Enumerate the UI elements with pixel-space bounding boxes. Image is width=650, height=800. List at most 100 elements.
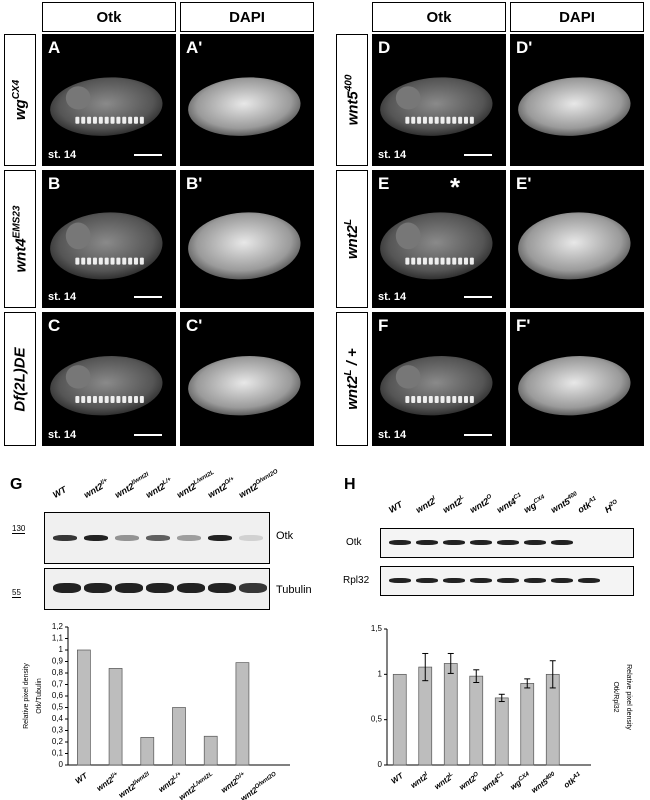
- y-tick-label: 1,1: [52, 634, 64, 643]
- bar: [172, 707, 186, 766]
- panel-label: B': [186, 174, 203, 193]
- dapi-panel-a-prime: A': [180, 34, 314, 166]
- panel-label: F: [378, 316, 389, 335]
- panel-h-letter: H: [344, 476, 356, 493]
- panel-label: E: [378, 174, 390, 193]
- blot-band: [239, 535, 263, 541]
- blot-band: [177, 535, 201, 541]
- lane-label: wnt2I: [414, 495, 437, 515]
- bar: [108, 668, 123, 766]
- marker-130: 130: [12, 524, 26, 534]
- blot-band: [177, 583, 205, 593]
- dapi-panel-e-prime: E': [510, 170, 644, 308]
- blot-g-tubulin: [44, 568, 270, 610]
- y-tick-label: 0,5: [371, 715, 383, 724]
- dapi-panel-d-prime: D': [510, 34, 644, 166]
- blot-band: [208, 535, 232, 541]
- y-tick-label: 1: [59, 645, 64, 654]
- y-axis-label: Relative pixel densityOtk/Rpl32: [612, 664, 632, 730]
- y-tick-label: 0: [378, 760, 383, 769]
- bar: [140, 737, 155, 766]
- blot-band: [84, 583, 112, 593]
- bar: [418, 666, 433, 766]
- blot-band: [53, 583, 81, 593]
- blot-g-otk: [44, 512, 270, 564]
- panel-label: E': [516, 174, 532, 193]
- bar: [235, 662, 250, 766]
- lane-label: H2O: [603, 499, 619, 515]
- y-tick-label: 0,4: [52, 714, 64, 723]
- blot-band: [389, 578, 411, 583]
- blot-band: [551, 540, 573, 545]
- blot-band: [115, 535, 139, 541]
- chart-g: 0 0,1 0,2 0,3 0,4 0,5 0,6 0,7 0,8 0,9 1 1,1 1,2 WT wnt…: [23, 622, 290, 800]
- blot-band: [239, 583, 267, 593]
- panel-label: F': [516, 316, 531, 335]
- y-tick-label: 0,1: [52, 749, 64, 758]
- scale-bar: [134, 154, 162, 156]
- y-axis-label: Relative pixel density Otk/Tubulin: [23, 663, 43, 729]
- header-dapi-right: DAPI: [510, 2, 644, 32]
- scale-bar: [134, 296, 162, 298]
- x-tick-label: WT: [74, 771, 90, 786]
- panel-label: D: [378, 38, 391, 57]
- x-tick-label: wnt2L/+: [157, 771, 185, 794]
- x-tick-label: wnt2O: [457, 771, 481, 792]
- genotype-label: wnt2L: [336, 170, 368, 308]
- blot-g-tubulin-label: Tubulin: [276, 584, 312, 596]
- bar: [494, 697, 509, 766]
- stage-label: st. 14: [378, 149, 407, 161]
- blot-band: [524, 540, 546, 545]
- y-tick-label: 1: [378, 669, 383, 678]
- blot-h-rpl32-label: Rpl32: [343, 575, 370, 586]
- scale-bar: [464, 296, 492, 298]
- panel-label: A': [186, 38, 203, 57]
- x-tick-label: wnt2O/+: [219, 771, 248, 795]
- blot-h-otk-label: Otk: [346, 537, 362, 548]
- panel-label: C: [48, 316, 61, 335]
- x-tick-label: wnt4C1: [481, 771, 508, 794]
- blot-h-rpl32: [380, 566, 634, 596]
- y-tick-label: 0: [59, 760, 64, 769]
- marker-55: 55: [12, 588, 21, 598]
- lane-label: wnt2O/wnt2O: [237, 468, 280, 500]
- asterisk-marker: *: [450, 172, 461, 202]
- y-tick-label: 0,7: [52, 680, 64, 689]
- genotype-label: wnt2L / +: [336, 312, 368, 446]
- chart-h: 00,511,5WT wnt2I wnt2L wnt2Ownt4C1wgCX4wnt5…: [371, 624, 632, 795]
- blot-band: [551, 578, 573, 583]
- y-tick-label: 0,8: [52, 668, 64, 677]
- lane-label: wnt2I/+: [82, 477, 109, 500]
- blot-band: [497, 578, 519, 583]
- lane-label: wnt2O: [468, 493, 493, 515]
- lane-label: wnt2L: [441, 494, 465, 515]
- y-tick-label: 0,3: [52, 726, 64, 735]
- blot-band: [146, 583, 174, 593]
- blot-band: [389, 540, 411, 545]
- header-otk-left: Otk: [42, 2, 176, 32]
- x-tick-label: wnt2I/+: [95, 771, 121, 793]
- stage-label: st. 14: [378, 429, 407, 441]
- lane-label: wnt4C1: [495, 492, 523, 515]
- x-tick-label: otkA1: [562, 771, 584, 790]
- genotype-label: wnt5400: [336, 34, 368, 166]
- header-dapi-left: DAPI: [180, 2, 314, 32]
- blot-band: [53, 535, 77, 541]
- blot-g-otk-label: Otk: [276, 530, 294, 542]
- blot-band: [84, 535, 108, 541]
- y-tick-label: 1,5: [371, 624, 383, 633]
- header-otk-right: Otk: [372, 2, 506, 32]
- bar: [203, 735, 218, 766]
- panel-label: D': [516, 38, 533, 57]
- blot-h-otk: [380, 528, 634, 558]
- bar: [443, 663, 458, 766]
- lane-label: WT: [51, 484, 69, 500]
- blot-band: [470, 578, 492, 583]
- dapi-panel-b-prime: B': [180, 170, 314, 308]
- genotype-label: wnt4EMS23: [4, 170, 36, 308]
